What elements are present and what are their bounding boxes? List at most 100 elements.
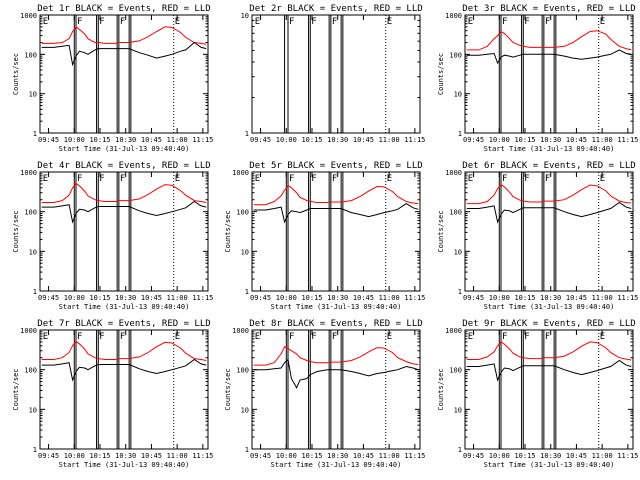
panel-title: Det 8r BLACK = Events, RED = LLD xyxy=(249,319,422,329)
x-tick-label: 11:00 xyxy=(167,294,188,302)
x-axis-label: Start Time (31-Jul-13 09:40:40) xyxy=(271,303,402,311)
flag-label-f: F xyxy=(332,332,337,342)
y-tick-label: 1000 xyxy=(445,12,462,20)
x-tick-label: 10:00 xyxy=(64,452,85,460)
panel-det-1: Det 1r BLACK = Events, RED = LLD 1 10 100 10… xyxy=(12,4,213,153)
flag-label-e: E xyxy=(468,17,473,27)
x-tick-label: 11:00 xyxy=(379,136,400,144)
y-tick-label: 10 xyxy=(29,248,37,256)
plot-frame xyxy=(39,14,209,134)
x-tick-label: 10:45 xyxy=(353,136,374,144)
y-tick-label: 10 xyxy=(454,248,462,256)
y-axis-label: Counts/sec xyxy=(437,210,445,252)
y-axis-label: Counts/sec xyxy=(224,368,232,410)
x-tick-label: 11:15 xyxy=(617,452,638,460)
panel-det-9: Det 9r BLACK = Events, RED = LLD 1 10 100 10… xyxy=(437,319,638,469)
series-line-lld xyxy=(41,182,207,203)
y-tick-label: 100 xyxy=(449,51,462,59)
flag-label-e: E xyxy=(468,174,473,184)
plot-frame xyxy=(39,171,209,292)
y-tick-label: 1 xyxy=(458,130,462,138)
flag-label-e: E xyxy=(43,332,48,342)
x-tick-label: 10:45 xyxy=(566,294,587,302)
y-tick-label: 100 xyxy=(236,209,249,217)
x-tick-label: 10:30 xyxy=(115,136,136,144)
x-tick-label: 11:00 xyxy=(379,294,400,302)
y-tick-label: 1000 xyxy=(20,169,37,177)
x-tick-label: 10:15 xyxy=(514,136,535,144)
flag-label-e: E xyxy=(255,17,260,27)
y-tick-label: 10 xyxy=(241,248,249,256)
y-tick-label: 1 xyxy=(33,130,37,138)
x-tick-label: 10:00 xyxy=(276,452,297,460)
x-tick-label: 10:15 xyxy=(301,452,322,460)
flag-label-f: F xyxy=(311,332,316,342)
flag-label-e: E xyxy=(43,174,48,184)
y-tick-label: 1 xyxy=(458,446,462,454)
flag-label-e: E xyxy=(387,332,392,342)
series-line-lld xyxy=(466,183,632,205)
y-axis-label: Counts/sec xyxy=(12,368,20,410)
series-line-events xyxy=(41,200,207,224)
x-axis-label: Start Time (31-Jul-13 09:40:40) xyxy=(484,461,615,469)
x-tick-label: 09:45 xyxy=(463,136,484,144)
flag-label-e: E xyxy=(175,17,180,27)
panel-title: Det 9r BLACK = Events, RED = LLD xyxy=(462,319,635,329)
flag-label-e: E xyxy=(387,174,392,184)
panel-title: Det 7r BLACK = Events, RED = LLD xyxy=(37,319,210,329)
x-tick-label: 11:15 xyxy=(404,136,425,144)
flag-label-f: F xyxy=(120,17,125,27)
flag-label-f: F xyxy=(502,174,507,184)
x-axis-label: Start Time (31-Jul-13 09:40:40) xyxy=(271,461,402,469)
plot-frame xyxy=(251,329,421,450)
flag-label-f: F xyxy=(332,17,337,27)
x-tick-label: 10:00 xyxy=(276,294,297,302)
flag-label-f: F xyxy=(77,174,82,184)
x-tick-label: 10:15 xyxy=(89,136,110,144)
series-line-events xyxy=(466,49,632,65)
flag-label-e: E xyxy=(255,174,260,184)
flag-label-e: E xyxy=(255,332,260,342)
flag-label-f: F xyxy=(524,17,529,27)
y-tick-label: 100 xyxy=(449,367,462,375)
x-tick-label: 10:00 xyxy=(64,136,85,144)
y-tick-label: 10 xyxy=(454,406,462,414)
y-tick-label: 1000 xyxy=(232,327,249,335)
panel-det-6: Det 6r BLACK = Events, RED = LLD 1 10 100 10… xyxy=(437,161,638,311)
x-tick-label: 11:15 xyxy=(192,136,213,144)
flag-label-e: E xyxy=(387,17,392,27)
x-tick-label: 10:00 xyxy=(64,294,85,302)
y-tick-label: 10 xyxy=(29,91,37,99)
panel-det-8: Det 8r BLACK = Events, RED = LLD 1 10 100 10… xyxy=(224,319,425,469)
x-tick-label: 10:45 xyxy=(141,294,162,302)
x-tick-label: 10:45 xyxy=(141,452,162,460)
y-axis-label: Counts/sec xyxy=(12,210,20,252)
panel-title: Det 5r BLACK = Events, RED = LLD xyxy=(249,161,422,171)
flag-label-f: F xyxy=(77,332,82,342)
panel-det-4: Det 4r BLACK = Events, RED = LLD 1 10 100 10… xyxy=(12,161,213,311)
flag-label-f: F xyxy=(120,174,125,184)
x-tick-label: 11:00 xyxy=(167,136,188,144)
y-tick-label: 10 xyxy=(241,406,249,414)
x-tick-label: 09:45 xyxy=(250,294,271,302)
flag-label-f: F xyxy=(289,174,294,184)
y-tick-label: 1000 xyxy=(232,169,249,177)
y-tick-label: 100 xyxy=(449,209,462,217)
y-tick-label: 1000 xyxy=(20,12,37,20)
panel-title: Det 2r BLACK = Events, RED = LLD xyxy=(249,4,422,14)
x-tick-label: 10:30 xyxy=(540,136,561,144)
flag-label-f: F xyxy=(99,332,104,342)
series-line-lld xyxy=(41,26,207,45)
x-axis-label: Start Time (31-Jul-13 09:40:40) xyxy=(59,461,190,469)
series-line-events xyxy=(41,358,207,382)
x-tick-label: 10:45 xyxy=(353,294,374,302)
y-axis-label: Counts/sec xyxy=(12,53,20,95)
flag-label-f: F xyxy=(545,174,550,184)
x-tick-label: 11:15 xyxy=(404,294,425,302)
x-tick-label: 10:15 xyxy=(514,294,535,302)
flag-label-e: E xyxy=(43,17,48,27)
x-tick-label: 11:15 xyxy=(404,452,425,460)
x-tick-label: 10:15 xyxy=(89,294,110,302)
x-tick-label: 10:30 xyxy=(115,452,136,460)
flag-label-f: F xyxy=(289,17,294,27)
